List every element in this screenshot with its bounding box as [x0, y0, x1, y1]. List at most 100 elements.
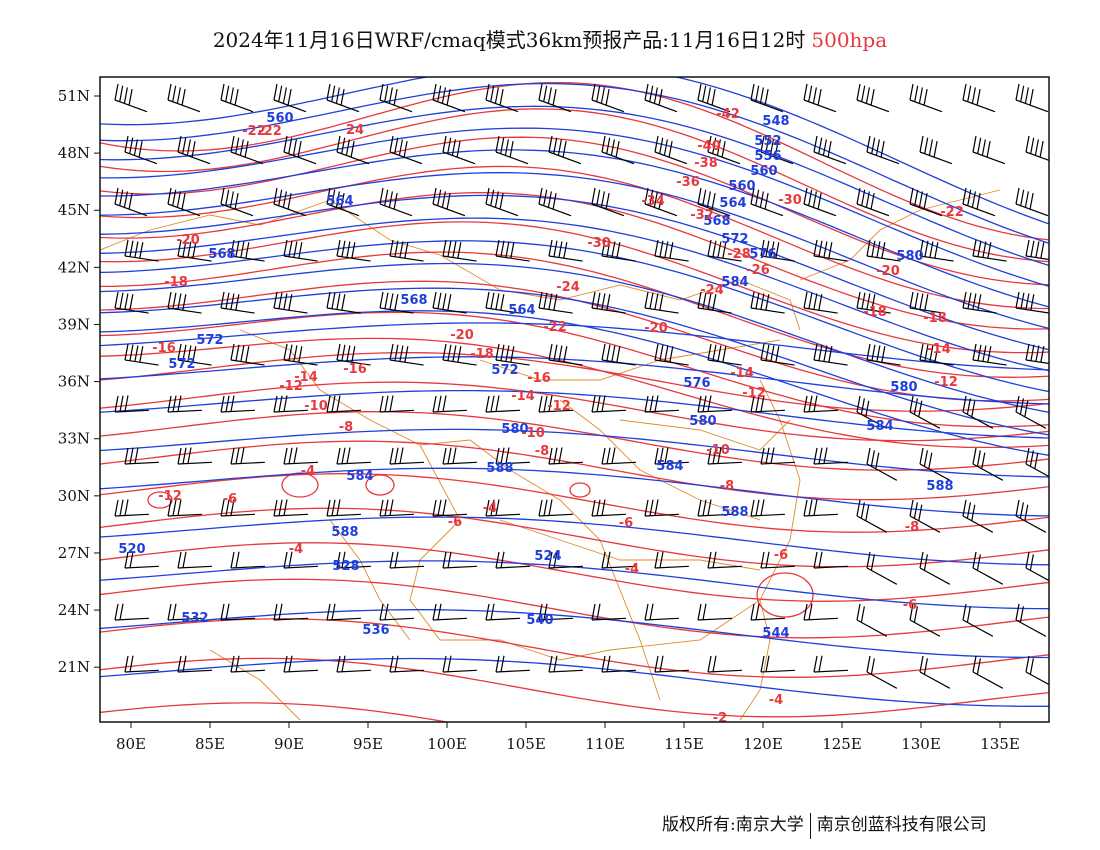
wind-barb-feather: [114, 83, 119, 101]
lon-tick-label: 80E: [116, 735, 146, 753]
wind-barb-feather: [379, 499, 384, 517]
wind-barb-shaft: [866, 359, 901, 366]
wind-barb-feather: [765, 551, 770, 568]
wind-barb-feather: [298, 346, 303, 363]
wind-barb-feather: [668, 141, 673, 158]
wind-barb-feather: [553, 551, 558, 568]
wind-barb-feather: [538, 603, 543, 621]
height-contour: [100, 149, 1049, 308]
wind-barb-shaft: [548, 461, 583, 465]
wind-barb-feather: [437, 292, 442, 309]
wind-barb-feather: [172, 292, 177, 309]
wind-barb-feather: [596, 603, 601, 620]
temperature-contour: [100, 507, 1049, 568]
wind-barb-feather: [972, 551, 977, 569]
wind-barb-shaft: [230, 151, 264, 165]
wind-barb-feather: [611, 345, 616, 362]
wind-barb-shaft: [379, 513, 414, 517]
wind-barb-feather: [967, 85, 972, 102]
wind-barb-feather: [548, 447, 553, 465]
wind-barb-feather: [446, 193, 451, 210]
wind-barb-feather: [707, 447, 712, 465]
wind-barb-feather: [616, 242, 621, 259]
wind-barb-feather: [336, 395, 341, 412]
wind-barb-feather: [812, 191, 817, 208]
wind-barb-feather: [538, 83, 543, 101]
wind-barb-feather: [871, 240, 876, 257]
lon-tick-label: 105E: [506, 735, 546, 753]
wind-barb-feather: [971, 400, 976, 417]
wind-barb-feather: [601, 293, 606, 310]
wind-barb-shaft: [1025, 671, 1049, 686]
height-label: 588: [331, 525, 358, 540]
wind-barb-feather: [923, 554, 928, 571]
wind-barb-feather: [235, 551, 240, 568]
wind-barb-feather: [755, 499, 760, 516]
wind-barb-feather: [601, 551, 606, 569]
wind-barb-feather: [702, 292, 707, 309]
wind-barb-feather: [129, 447, 134, 464]
wind-barb-feather: [293, 241, 298, 258]
wind-barb-feather: [220, 83, 225, 101]
wind-barb-feather: [177, 135, 182, 153]
wind-barbs: [114, 83, 1049, 689]
wind-barb-feather: [654, 343, 659, 361]
wind-barb-shaft: [442, 669, 477, 673]
wind-barb-feather: [485, 603, 490, 621]
wind-barb-feather: [394, 344, 399, 361]
wind-barb-feather: [336, 135, 341, 153]
wind-barb-feather: [1029, 554, 1034, 571]
wind-barb-feather: [283, 655, 288, 673]
wind-barb-feather: [909, 395, 914, 413]
wind-barb-shaft: [962, 515, 994, 533]
wind-barb-feather: [326, 395, 331, 413]
wind-barb-feather: [1030, 240, 1035, 257]
wind-barb-shaft: [866, 463, 898, 481]
wind-barb-feather: [1015, 395, 1020, 413]
wind-barb-feather: [981, 452, 986, 469]
wind-barb-shaft: [919, 359, 954, 366]
wind-barb-feather: [817, 193, 822, 210]
wind-barb-feather: [341, 137, 346, 154]
wind-barb-shaft: [326, 617, 361, 621]
wind-barb-shaft: [760, 565, 795, 569]
wind-barb-shaft: [177, 565, 212, 569]
height-contour: [100, 356, 1049, 405]
wind-barb-feather: [591, 603, 596, 621]
wind-barb-feather: [866, 447, 871, 465]
wind-barb-shaft: [114, 513, 149, 517]
wind-barb-feather: [871, 294, 876, 311]
wind-barb-feather: [972, 655, 977, 673]
wind-barb-feather: [962, 83, 967, 101]
temperature-label: -30: [587, 236, 611, 251]
wind-barb-feather: [341, 551, 346, 568]
wind-barb-feather: [962, 603, 967, 621]
wind-barb-feather: [697, 603, 702, 621]
lon-tick-label: 110E: [585, 735, 625, 753]
wind-barb-shaft: [803, 203, 837, 217]
wind-barb-feather: [177, 447, 182, 465]
wind-barb-feather: [442, 343, 447, 361]
wind-barb-feather: [596, 499, 601, 516]
wind-barb-shaft: [803, 307, 838, 314]
wind-barb-feather: [861, 189, 866, 206]
wind-barb-feather: [234, 193, 239, 210]
wind-barb-feather: [600, 87, 605, 104]
wind-barb-feather: [702, 603, 707, 620]
wind-barb-feather: [326, 499, 331, 517]
map-title: 2024年11月16日WRF/cmaq模式36km预报产品:11月16日12时 5…: [0, 24, 1100, 53]
wind-barb-feather: [547, 87, 552, 104]
wind-barb-feather: [177, 293, 182, 310]
wind-barb-feather: [500, 137, 505, 154]
wind-barb-feather: [543, 499, 548, 516]
wind-barb-shaft: [750, 99, 784, 113]
wind-barb-feather: [976, 554, 981, 571]
wind-barb-feather: [504, 139, 509, 156]
wind-barb-shaft: [283, 151, 317, 165]
wind-barb-shaft: [336, 565, 371, 569]
wind-barb-shaft: [813, 669, 848, 673]
wind-barb-feather: [128, 89, 133, 106]
wind-barb-feather: [182, 551, 187, 568]
wind-barb-feather: [336, 551, 341, 569]
wind-barb-feather: [976, 193, 981, 210]
